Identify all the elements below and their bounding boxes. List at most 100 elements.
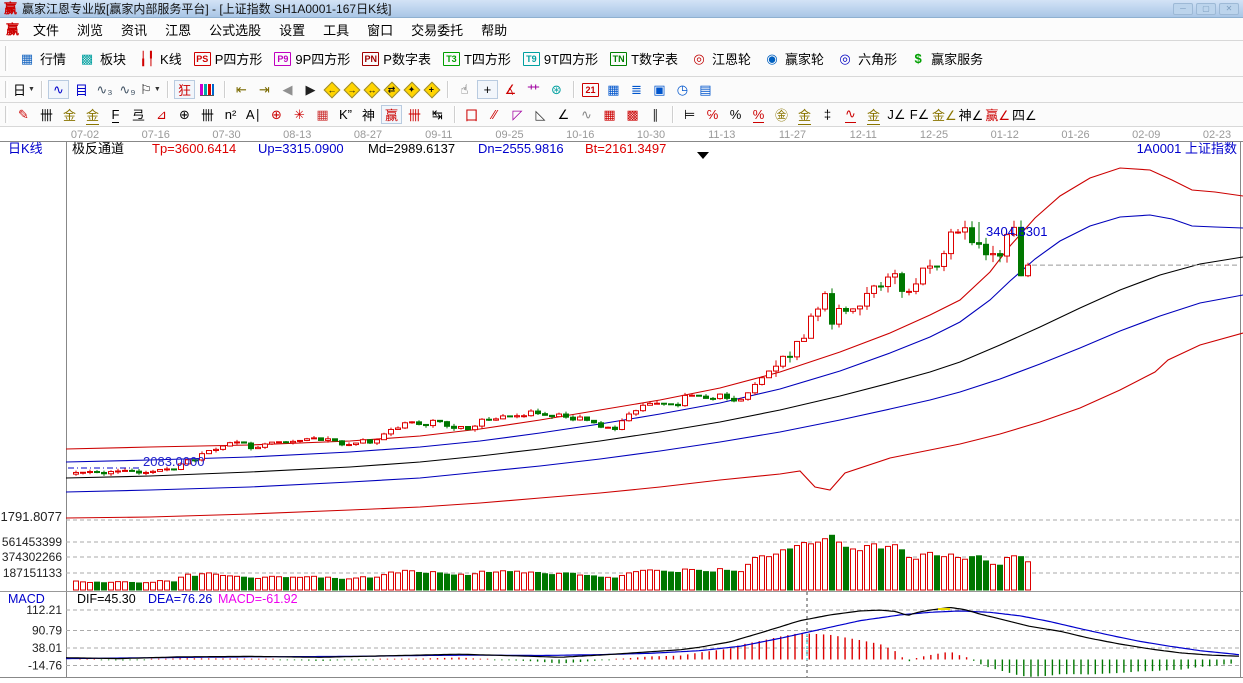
hand-tool-icon[interactable]: ☝	[460, 81, 469, 97]
square-numbers-icon[interactable]: n²	[224, 107, 237, 122]
speed-lines-icon[interactable]: ∕∕	[492, 107, 497, 122]
save-icon[interactable]: ▣	[653, 81, 666, 97]
fibonacci-lines-icon[interactable]: F	[111, 106, 120, 123]
menu-item-9[interactable]: 交易委托	[411, 22, 464, 38]
p-number-table-button[interactable]: PN P数字表	[356, 47, 437, 70]
hexagon-button[interactable]: ◎ 六角形	[830, 47, 903, 70]
trend-angle-icon[interactable]: ∠	[557, 106, 570, 122]
zoom-fit-icon[interactable]: ✦	[403, 81, 421, 98]
9t-square-button[interactable]: T9 9T四方形	[517, 47, 604, 70]
timer-save-icon[interactable]: ◷	[676, 81, 689, 97]
t-number-table-button[interactable]: TN T数字表	[604, 47, 684, 70]
golden-channel-icon[interactable]: 金	[82, 105, 103, 125]
wave-3-icon[interactable]: ∿₃	[96, 81, 113, 97]
zoom-all-icon[interactable]: +	[423, 81, 441, 98]
shift-right-icon[interactable]: →	[343, 81, 361, 98]
print-icon[interactable]: ▤	[699, 81, 712, 97]
kline-button[interactable]: ╽╿ K线	[132, 47, 188, 70]
quotes-button[interactable]: ▦ 行情	[12, 47, 72, 70]
gold-angle-icon[interactable]: 金∠	[932, 108, 957, 123]
box-rays-icon[interactable]: 囗	[464, 108, 478, 123]
text-label-icon[interactable]: A∣	[245, 106, 262, 122]
shift-left-icon[interactable]: ←	[323, 81, 341, 98]
gold-angle-line-icon[interactable]: 金	[863, 105, 884, 125]
circle-cycle-icon[interactable]: ⊕	[179, 106, 190, 122]
wave-9-icon[interactable]: ∿₉	[119, 81, 136, 97]
winner-wheel-button[interactable]: ◉ 赢家轮	[757, 47, 830, 70]
shifted-grid-icon[interactable]: ▩	[626, 106, 639, 122]
star-cycle-icon[interactable]: ✳	[294, 106, 305, 122]
info-panel-icon[interactable]: 目	[74, 83, 88, 98]
gann-grid-tool-icon[interactable]: 艹	[526, 83, 540, 98]
menu-item-8[interactable]: 窗口	[367, 22, 394, 38]
gold-circle-icon[interactable]: ㊎	[774, 108, 788, 123]
calendar-icon[interactable]: 21	[580, 80, 601, 99]
kline-chart-area[interactable]: 07-02 07-16 07-30 08-13 08-27 09-11 09-25 10-16…	[0, 127, 1243, 680]
bow-tool-icon[interactable]: 弖	[131, 108, 145, 123]
volume-profile-icon[interactable]	[197, 80, 218, 99]
gann-circle-icon[interactable]: ⊕	[271, 106, 282, 122]
range-measure-icon[interactable]: ↹	[432, 106, 443, 122]
menu-item-3[interactable]: 资讯	[121, 22, 148, 38]
grid-lines-icon[interactable]: 卌	[200, 108, 214, 123]
four-angle-icon[interactable]: 四∠	[1011, 108, 1037, 123]
period-day-icon[interactable]: 日 ▼	[13, 83, 35, 98]
wave-tool-icon[interactable]: ∿	[581, 106, 592, 122]
cycle-tool-icon[interactable]: ⊛	[551, 81, 562, 97]
expand-horizontal-icon[interactable]: ↔	[363, 81, 381, 98]
measure-tool-icon[interactable]: ⊿	[156, 106, 167, 122]
kuang-indicator-icon[interactable]: 狂	[173, 80, 195, 99]
winner-service-button[interactable]: $ 赢家服务	[903, 47, 989, 70]
t-square-button[interactable]: T3 T四方形	[437, 47, 517, 70]
close-button[interactable]: ✕	[1219, 2, 1239, 15]
sectors-button[interactable]: ▩ 板块	[72, 47, 132, 70]
gann-wheel-button[interactable]: ◎ 江恩轮	[684, 47, 757, 70]
crosshair-tool-icon[interactable]: +	[476, 80, 498, 99]
percent-trend-icon[interactable]: ℅	[706, 107, 719, 122]
gold-line-icon[interactable]: 金	[794, 105, 815, 125]
menu-item-1[interactable]: 文件	[33, 22, 60, 38]
shen-angle-icon[interactable]: 神∠	[958, 108, 984, 123]
compress-horizontal-icon[interactable]: ⇄	[383, 81, 401, 98]
angle-fan-icon[interactable]: ◸	[512, 106, 523, 122]
step-lines-icon[interactable]: ⊨	[683, 106, 696, 122]
calculator-icon[interactable]: ▦	[607, 81, 620, 97]
flag-marker-icon[interactable]: ⚐ ▼	[140, 81, 161, 97]
f-angle-icon[interactable]: F∠	[909, 106, 930, 122]
win-tool-icon[interactable]: 赢	[381, 105, 402, 124]
notes-icon[interactable]: ≣	[631, 81, 642, 97]
kline-chart-svg[interactable]: 07-02 07-16 07-30 08-13 08-27 09-11 09-25 10-16…	[0, 127, 1243, 680]
menu-item-6[interactable]: 设置	[279, 22, 306, 38]
price-grid-icon[interactable]: 卌	[407, 108, 421, 123]
win-angle-icon[interactable]: 赢∠	[985, 108, 1010, 123]
trend-scribble-icon[interactable]: ∿	[47, 80, 69, 99]
angle-tool-icon[interactable]: ∡	[504, 81, 517, 97]
prev-bar-icon[interactable]: ◀	[282, 81, 293, 97]
p-square-button[interactable]: PS P四方形	[188, 47, 269, 70]
last-bar-icon[interactable]: ⇥	[259, 81, 270, 97]
9p-square-button[interactable]: P9 9P四方形	[268, 47, 356, 70]
shen-tool-icon[interactable]: 神	[361, 108, 375, 123]
j-angle-icon[interactable]: J∠	[887, 106, 906, 122]
anchor-pen-icon[interactable]: ‡	[823, 107, 832, 122]
wave-line-icon[interactable]: ∿	[845, 106, 856, 123]
pen-tool-icon[interactable]: ✎	[18, 106, 29, 122]
square-grid-icon[interactable]: ▦	[603, 106, 616, 122]
menu-item-2[interactable]: 浏览	[77, 22, 104, 38]
minimize-button[interactable]: ─	[1173, 2, 1193, 15]
golden-section-icon[interactable]: 金	[62, 108, 76, 123]
k-annotation-icon[interactable]: K”	[339, 107, 352, 122]
menu-item-5[interactable]: 公式选股	[209, 22, 262, 38]
menu-item-4[interactable]: 江恩	[165, 22, 192, 38]
percent-line-icon[interactable]: %	[752, 106, 765, 123]
grid-fan-icon[interactable]: ◺	[535, 106, 546, 122]
gann-fan-lines-icon[interactable]: 卌	[39, 108, 53, 123]
percent-icon[interactable]: %	[729, 107, 742, 122]
gann-box-icon[interactable]: ▦	[316, 106, 329, 122]
menu-item-7[interactable]: 工具	[323, 22, 350, 38]
next-bar-icon[interactable]: ▶	[305, 81, 316, 97]
parallel-lines-icon[interactable]: ∥	[652, 106, 659, 122]
maximize-button[interactable]: ▢	[1196, 2, 1216, 15]
first-bar-icon[interactable]: ⇤	[236, 81, 247, 97]
menu-item-10[interactable]: 帮助	[481, 22, 508, 38]
